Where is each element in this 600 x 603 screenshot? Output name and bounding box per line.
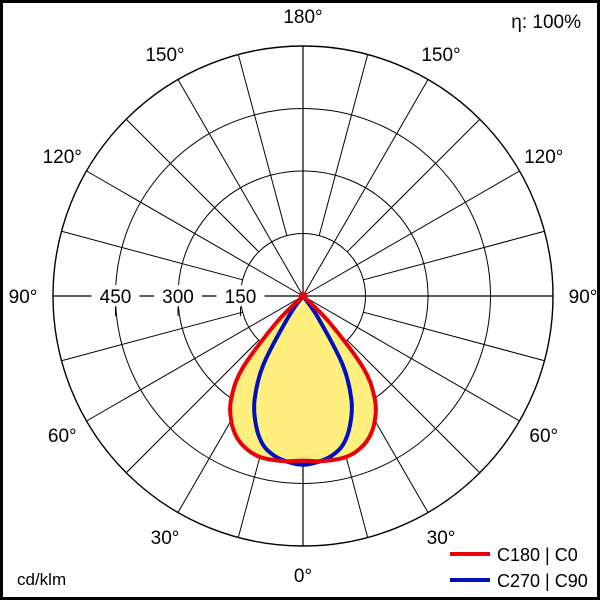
grid-spoke--120	[86, 170, 304, 297]
grid-spoke--165	[237, 54, 288, 236]
grid-spoke-165	[318, 54, 369, 236]
grid-spoke-135	[346, 118, 481, 253]
legend-label-c270-c90: C270 | C90	[497, 571, 588, 591]
blue-curve-c270-c90	[252, 292, 354, 467]
angle-label-0: 0°	[294, 566, 312, 587]
angle-label-60-right: 60°	[529, 426, 558, 447]
grid-spoke--105	[61, 230, 243, 281]
annotations-layer: η: 100% cd/klm C180 | C0 C270 | C90	[17, 12, 588, 591]
grid-spoke-150	[302, 79, 429, 297]
radial-tick-label-bg-150	[216, 285, 265, 306]
angle-label-150-left: 150°	[145, 45, 184, 66]
grid-spoke--75	[61, 311, 243, 362]
angle-tick-labels: 180° 150° 120° 90° 60° 30° 0° 30° 60° 90° 120° 150°	[9, 7, 598, 587]
angle-label-120-right: 120°	[524, 147, 563, 168]
red-curve-c180-c0	[228, 292, 378, 464]
grid-spoke-75	[363, 311, 545, 362]
angle-label-180: 180°	[283, 7, 322, 28]
legend: C180 | C0 C270 | C90	[450, 545, 588, 591]
polar-chart: 150 300 450 180° 150° 120° 90° 60° 30° 0° 30° 60° 9…	[9, 7, 598, 587]
grid-spoke-60	[302, 295, 520, 422]
grid-spoke--150	[177, 79, 304, 297]
angle-label-120-left: 120°	[43, 147, 82, 168]
radial-tick-label-bg-300	[154, 285, 202, 306]
efficiency-label: η: 100%	[511, 12, 581, 33]
grid-spoke-45	[346, 339, 481, 474]
grid-spoke--45	[125, 339, 260, 474]
grid-spoke--135	[125, 118, 260, 253]
radial-tick-label-150: 150	[225, 287, 257, 308]
radial-tick-labels: 150 300 450	[91, 285, 265, 316]
polar-grid	[52, 45, 554, 547]
radial-tick-label-bg-450	[91, 285, 140, 306]
distribution-curves	[228, 292, 378, 467]
angle-label-30-left: 30°	[151, 528, 180, 549]
angle-label-90-left: 90°	[9, 287, 38, 308]
angle-label-60-left: 60°	[48, 426, 77, 447]
grid-spoke-105	[363, 230, 545, 281]
unit-label: cd/klm	[17, 570, 66, 589]
grid-spoke-120	[302, 170, 520, 297]
radial-tick-label-450: 450	[100, 287, 132, 308]
grid-spoke--60	[86, 295, 304, 422]
angle-label-30-right: 30°	[427, 528, 456, 549]
legend-label-c180-c0: C180 | C0	[497, 545, 578, 565]
angle-label-150-right: 150°	[421, 45, 460, 66]
radial-tick-label-300: 300	[162, 287, 194, 308]
angle-label-90-right: 90°	[569, 287, 598, 308]
